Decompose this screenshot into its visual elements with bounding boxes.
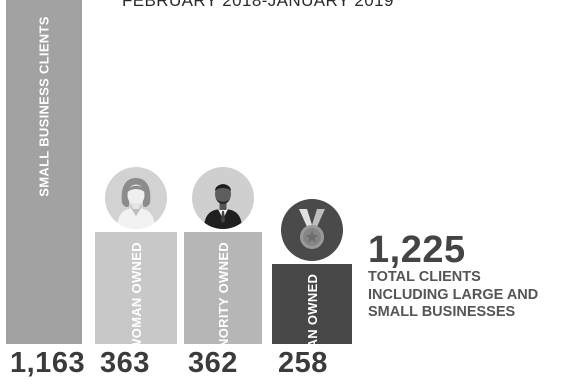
medal-icon bbox=[281, 199, 343, 266]
bar-label-woman-owned: WOMAN OWNED bbox=[128, 242, 144, 344]
bar-minority-owned: MINORITY OWNED bbox=[184, 232, 262, 344]
total-desc-line-3: SMALL BUSINESSES bbox=[368, 304, 516, 320]
chart-subtitle: FEBRUARY 2018-JANUARY 2019 bbox=[122, 0, 394, 10]
total-clients-description: TOTAL CLIENTS INCLUDING LARGE AND SMALL … bbox=[368, 269, 538, 322]
value-label-minority-owned: 362 bbox=[188, 347, 238, 379]
man-avatar-icon bbox=[192, 167, 254, 234]
bar-small-business-clients: SMALL BUSINESS CLIENTS bbox=[6, 0, 82, 344]
bar-woman-owned: WOMAN OWNED bbox=[95, 232, 177, 344]
bar-label-small-business-clients: SMALL BUSINESS CLIENTS bbox=[36, 15, 52, 197]
value-label-veteran-owned: 258 bbox=[278, 347, 328, 379]
bar-veteran-owned: VETERAN OWNED bbox=[272, 264, 352, 344]
total-clients-block: 1,225 TOTAL CLIENTS INCLUDING LARGE AND … bbox=[368, 229, 538, 322]
value-label-small-business-clients: 1,163 bbox=[10, 347, 86, 379]
total-desc-line-1: TOTAL CLIENTS bbox=[368, 269, 481, 285]
woman-avatar-icon bbox=[105, 167, 167, 234]
total-desc-line-2: INCLUDING LARGE AND bbox=[368, 286, 539, 303]
value-label-woman-owned: 363 bbox=[100, 347, 150, 379]
bar-label-minority-owned: MINORITY OWNED bbox=[215, 242, 231, 344]
total-clients-value: 1,225 bbox=[368, 229, 466, 271]
bar-label-veteran-owned: VETERAN OWNED bbox=[304, 273, 320, 344]
